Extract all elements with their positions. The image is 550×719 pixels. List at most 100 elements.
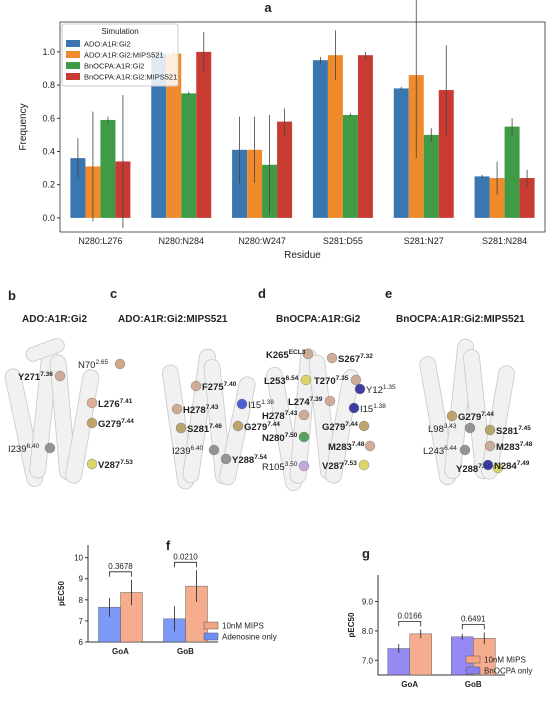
plot-frame bbox=[59, 21, 546, 233]
panel-letter: c bbox=[110, 286, 117, 301]
residue-label: N702.65 bbox=[78, 359, 108, 371]
residue-sphere bbox=[354, 383, 366, 395]
residue-superscript: 7.41 bbox=[120, 398, 133, 405]
residue-superscript: 7.43 bbox=[285, 410, 298, 417]
residue-superscript: 7.48 bbox=[352, 441, 365, 448]
protein-d bbox=[266, 348, 360, 491]
residue-superscript: 2.65 bbox=[95, 359, 108, 366]
bar bbox=[70, 158, 86, 218]
residue-sphere bbox=[484, 424, 496, 436]
residue-label: H2787.43 bbox=[183, 404, 219, 416]
residue-superscript: 6.54 bbox=[286, 375, 299, 382]
residue-name: L243 bbox=[423, 446, 444, 457]
residue-name: I15 bbox=[360, 404, 373, 415]
residue-name: H278 bbox=[262, 411, 285, 422]
residue-name: G279 bbox=[244, 422, 267, 433]
x-axis-label: Residue bbox=[284, 250, 321, 261]
residue-superscript: 1.35 bbox=[383, 384, 396, 391]
residue-sphere bbox=[298, 460, 310, 472]
residue-name: V287 bbox=[322, 461, 344, 472]
legend-swatch bbox=[465, 666, 481, 675]
residue-sphere bbox=[358, 459, 370, 471]
significance-bracket bbox=[461, 623, 485, 630]
residue-name: I15 bbox=[248, 400, 261, 411]
y-tick-label: 0.6 bbox=[42, 113, 55, 123]
residue-sphere bbox=[358, 420, 370, 432]
residue-superscript: 6.40 bbox=[27, 443, 40, 450]
x-tick-label: GoA bbox=[401, 680, 418, 689]
y-tick-label: 7 bbox=[79, 617, 84, 626]
residue-label: L983.43 bbox=[428, 423, 457, 435]
bar bbox=[474, 176, 490, 218]
residue-name: S281 bbox=[187, 424, 210, 435]
residue-sphere bbox=[232, 420, 244, 432]
residue-label: V2877.53 bbox=[98, 459, 133, 471]
residue-name: T270 bbox=[314, 376, 336, 387]
residue-superscript: 7.44 bbox=[345, 421, 358, 428]
residue-label: L2436.44 bbox=[423, 445, 457, 457]
residue-sphere bbox=[446, 410, 458, 422]
residue-label: I2396.40 bbox=[8, 443, 40, 455]
structure-title: BnOCPA:A1R:Gi2:MIPS521 bbox=[396, 314, 525, 325]
residue-sphere bbox=[208, 444, 220, 456]
residue-superscript: 7.53 bbox=[120, 459, 133, 466]
legend-swatch bbox=[203, 632, 219, 641]
panel-letter: b bbox=[8, 288, 16, 303]
y-axis-label: pEC50 bbox=[57, 581, 66, 606]
x-tick-label: N280:W247 bbox=[238, 236, 286, 246]
legend-label: ADO:A1R:Gi2:MIPS521 bbox=[84, 51, 164, 60]
residue-name: N70 bbox=[78, 360, 95, 371]
bar bbox=[409, 633, 432, 676]
residue-name: M283 bbox=[496, 442, 520, 453]
residue-sphere bbox=[171, 403, 183, 415]
residue-name: H278 bbox=[183, 405, 206, 416]
legend-swatch bbox=[66, 40, 80, 47]
residue-label: V2877.53 bbox=[322, 460, 357, 472]
legend-label: BnOCPA:A1R:Gi2:MIPS521 bbox=[84, 73, 177, 82]
x-tick-label: GoA bbox=[112, 647, 129, 656]
bar bbox=[312, 60, 328, 218]
residue-name: Y12 bbox=[366, 385, 383, 396]
bar bbox=[277, 121, 293, 218]
legend-swatch bbox=[465, 655, 481, 664]
residue-name: G279 bbox=[458, 412, 481, 423]
residue-superscript: 7.54 bbox=[254, 454, 267, 461]
residue-sphere bbox=[114, 358, 126, 370]
bar bbox=[327, 55, 343, 218]
residue-superscript: 7.39 bbox=[310, 396, 323, 403]
residue-label: M2837.48 bbox=[496, 441, 533, 453]
legend-label: BnOCPA:A1R:Gi2 bbox=[84, 62, 144, 71]
legend-label: Adenosine only bbox=[222, 633, 277, 642]
bar bbox=[519, 178, 535, 218]
residue-superscript: 3.43 bbox=[444, 423, 457, 430]
legend-label: BnOCPA only bbox=[484, 667, 532, 676]
residue-label: S2677.32 bbox=[338, 353, 373, 365]
residue-name: M283 bbox=[328, 442, 352, 453]
residue-name: V287 bbox=[98, 460, 120, 471]
residue-superscript: 7.44 bbox=[481, 411, 494, 418]
residue-sphere bbox=[350, 374, 362, 386]
panel-letter: f bbox=[166, 538, 171, 553]
residue-label: G2797.44 bbox=[458, 411, 494, 423]
legend-swatch bbox=[66, 73, 80, 80]
y-tick-label: 10 bbox=[74, 554, 83, 563]
bar bbox=[166, 53, 182, 218]
x-tick-label: N280:L276 bbox=[78, 236, 122, 246]
residue-superscript: 7.45 bbox=[518, 425, 531, 432]
x-tick-label: S281:D55 bbox=[323, 236, 363, 246]
residue-sphere bbox=[54, 370, 66, 382]
residue-sphere bbox=[298, 431, 310, 443]
bar bbox=[438, 90, 454, 218]
residue-label: I151.38 bbox=[248, 399, 274, 411]
residue-name: Y288 bbox=[232, 455, 254, 466]
y-tick-label: 0.8 bbox=[42, 80, 55, 90]
residue-superscript: 1.38 bbox=[261, 399, 274, 406]
legend-box bbox=[61, 23, 179, 87]
residue-label: S2817.46 bbox=[187, 423, 222, 435]
structure-title: ADO:A1R:Gi2 bbox=[22, 314, 87, 325]
residue-sphere bbox=[459, 444, 471, 456]
residue-label: I151.38 bbox=[360, 403, 386, 415]
x-tick-label: GoB bbox=[177, 647, 194, 656]
protein-c bbox=[161, 348, 256, 490]
